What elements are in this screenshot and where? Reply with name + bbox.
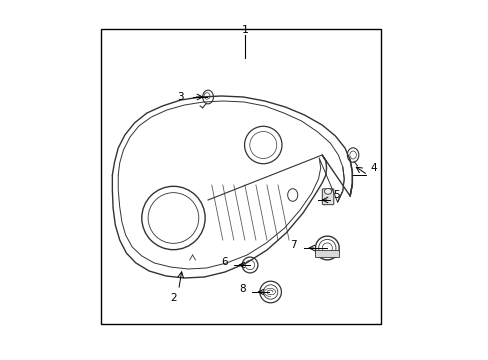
Text: 1: 1 — [241, 25, 248, 35]
Text: 6: 6 — [221, 257, 227, 267]
Text: 5: 5 — [332, 190, 339, 200]
Text: 3: 3 — [177, 92, 183, 102]
Bar — [101, 29, 381, 324]
Bar — [315, 250, 339, 257]
FancyBboxPatch shape — [322, 189, 333, 205]
Ellipse shape — [324, 189, 331, 194]
Text: 7: 7 — [289, 240, 296, 250]
Text: 2: 2 — [170, 293, 176, 303]
Text: 8: 8 — [239, 284, 245, 294]
Text: 4: 4 — [369, 163, 376, 173]
